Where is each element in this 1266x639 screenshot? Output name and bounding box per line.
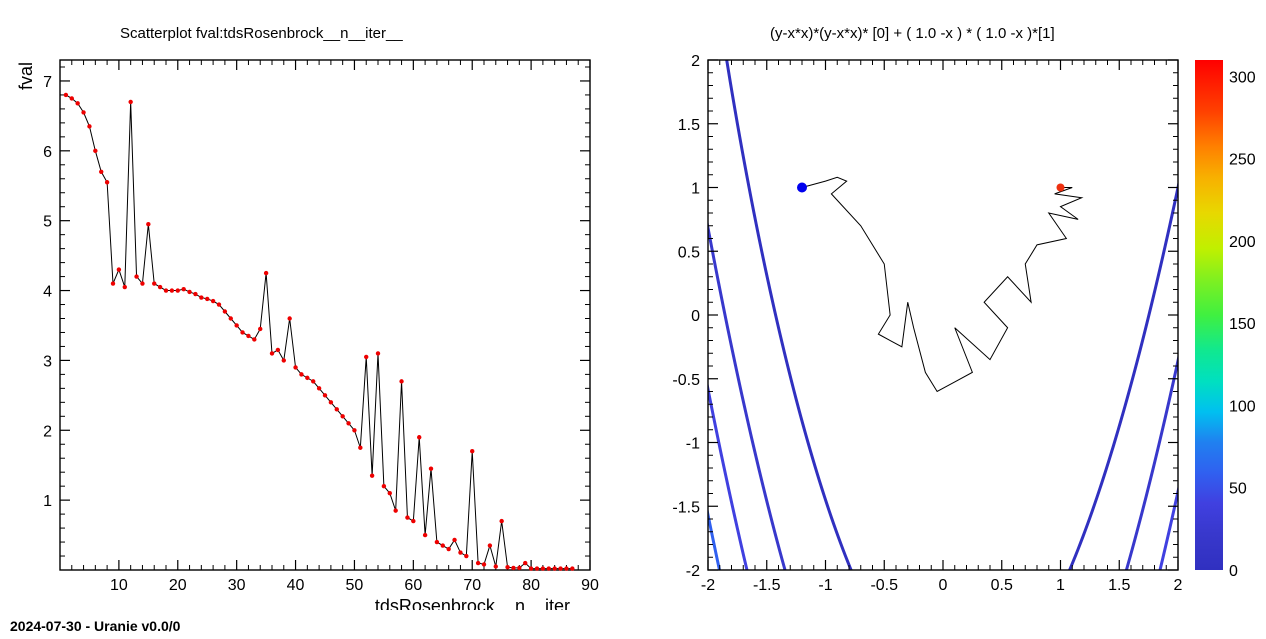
- svg-text:-1.5: -1.5: [753, 577, 781, 594]
- footer-text: 2024-07-30 - Uranie v0.0/0: [10, 618, 180, 634]
- svg-text:0: 0: [691, 308, 700, 325]
- svg-text:0: 0: [939, 577, 948, 594]
- svg-text:1.5: 1.5: [678, 117, 700, 134]
- svg-text:-0.5: -0.5: [672, 372, 700, 389]
- svg-text:2: 2: [1174, 577, 1183, 594]
- figure-canvas: { "footer": { "text": "2024-07-30 - Uran…: [0, 0, 1266, 639]
- svg-text:300: 300: [1229, 69, 1256, 86]
- svg-text:-1: -1: [818, 577, 832, 594]
- svg-text:-1: -1: [686, 436, 700, 453]
- right-chart: -2 -1.5 -1 -0.5 0 0.5 1 1.5 2 -2 -1.5 -1 -0.5 0 0.5 1 1.…: [0, 0, 1266, 610]
- svg-text:2: 2: [691, 53, 700, 70]
- svg-text:-2: -2: [686, 563, 700, 580]
- svg-text:0.5: 0.5: [678, 244, 700, 261]
- svg-text:250: 250: [1229, 152, 1256, 169]
- svg-text:0.5: 0.5: [991, 577, 1013, 594]
- svg-text:150: 150: [1229, 316, 1256, 333]
- svg-text:-1.5: -1.5: [672, 499, 700, 516]
- svg-text:1.5: 1.5: [1108, 577, 1130, 594]
- svg-text:1: 1: [1056, 577, 1065, 594]
- svg-text:200: 200: [1229, 234, 1256, 251]
- svg-text:-0.5: -0.5: [870, 577, 898, 594]
- svg-text:100: 100: [1229, 398, 1256, 415]
- svg-text:0: 0: [1229, 563, 1238, 580]
- svg-text:-2: -2: [701, 577, 715, 594]
- svg-text:50: 50: [1229, 481, 1247, 498]
- svg-text:1: 1: [691, 181, 700, 198]
